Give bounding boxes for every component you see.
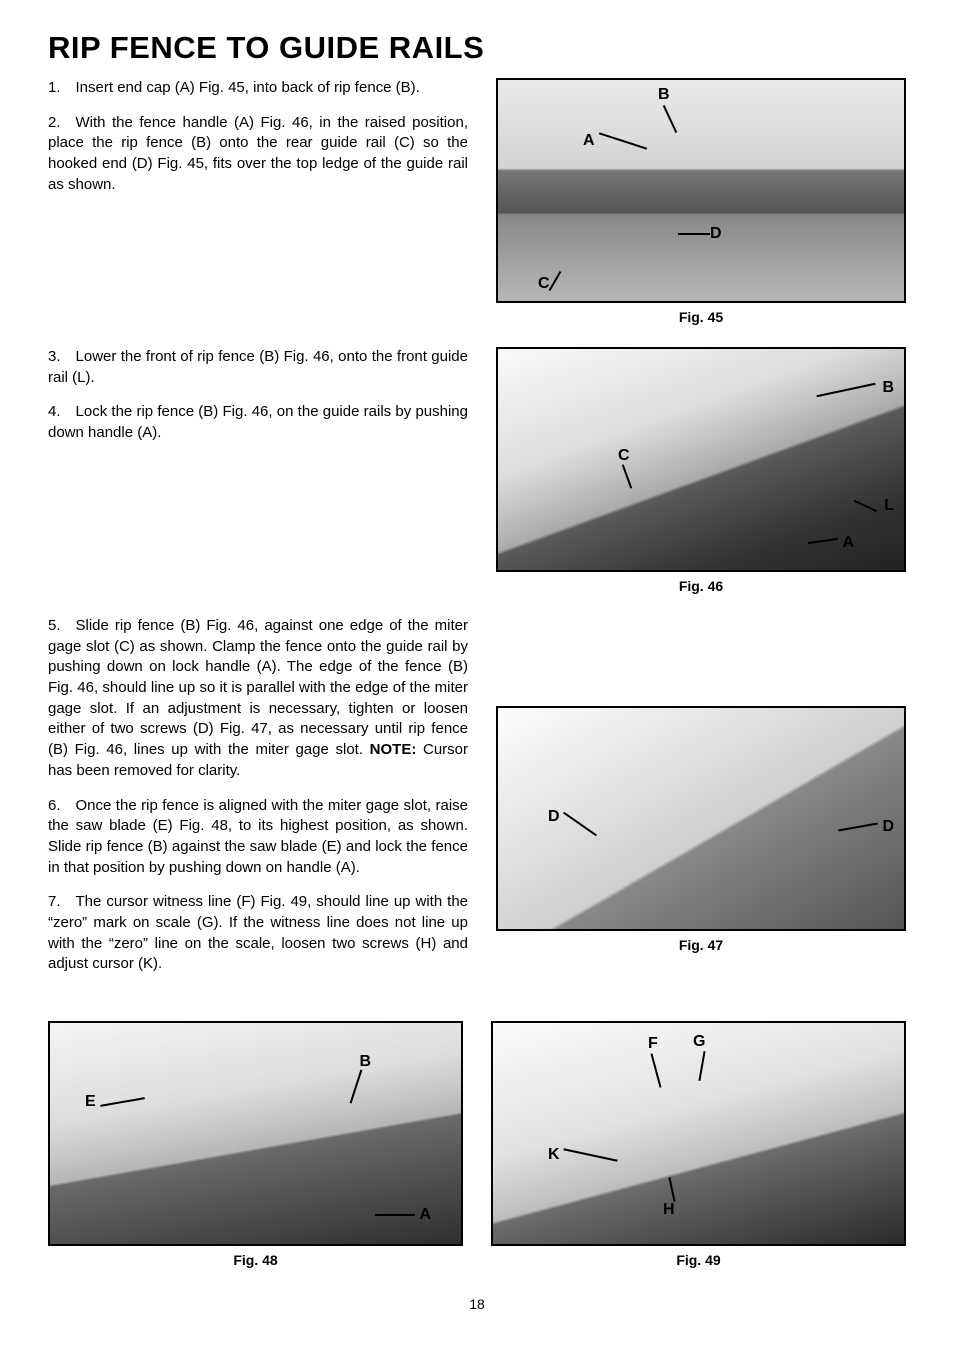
figure-45: B A D C <box>496 78 906 303</box>
figure-47-caption: Fig. 47 <box>679 937 723 953</box>
fig45-lead-d <box>678 233 710 235</box>
figure-49: F G K H <box>491 1021 906 1246</box>
fig46-label-a: A <box>842 534 854 552</box>
row-2: 3. Lower the front of rip fence (B) Fig.… <box>48 347 906 594</box>
step-6: 6. Once the rip fence is aligned with th… <box>48 796 468 879</box>
fig47-lead-d2 <box>838 823 878 832</box>
fig46-lead-a <box>808 538 838 544</box>
fig46-label-b: B <box>882 379 894 397</box>
figure-49-caption: Fig. 49 <box>676 1252 720 1268</box>
content: 1. Insert end cap (A) Fig. 45, into back… <box>48 78 906 1312</box>
fig49-lead-k <box>563 1148 617 1161</box>
fig49-label-g: G <box>693 1033 705 1051</box>
figure-49-col: F G K H Fig. 49 <box>491 1021 906 1268</box>
step-5: 5. Slide rip fence (B) Fig. 46, against … <box>48 616 468 782</box>
figure-45-col: B A D C Fig. 45 <box>496 78 906 325</box>
step-5-pre: 5. Slide rip fence (B) Fig. 46, against … <box>48 617 468 758</box>
step-2: 2. With the fence handle (A) Fig. 46, in… <box>48 113 468 196</box>
figure-46-caption: Fig. 46 <box>679 578 723 594</box>
fig47-label-d2: D <box>882 818 894 836</box>
fig45-lead-c <box>549 271 562 291</box>
fig45-label-b: B <box>658 86 670 104</box>
fig47-lead-d1 <box>563 812 597 837</box>
text-col-1: 1. Insert end cap (A) Fig. 45, into back… <box>48 78 468 209</box>
row-3: 5. Slide rip fence (B) Fig. 46, against … <box>48 616 906 989</box>
row-1: 1. Insert end cap (A) Fig. 45, into back… <box>48 78 906 325</box>
step-4: 4. Lock the rip fence (B) Fig. 46, on th… <box>48 402 468 443</box>
fig45-label-c: C <box>538 275 550 293</box>
page-number: 18 <box>48 1296 906 1312</box>
fig49-lead-f <box>651 1053 662 1087</box>
fig49-label-f: F <box>648 1035 658 1053</box>
figure-46: B C L A <box>496 347 906 572</box>
fig45-label-a: A <box>583 132 595 150</box>
fig48-label-a: A <box>419 1206 431 1224</box>
fig49-label-k: K <box>548 1146 560 1164</box>
figure-48-caption: Fig. 48 <box>233 1252 277 1268</box>
text-col-3: 5. Slide rip fence (B) Fig. 46, against … <box>48 616 468 989</box>
text-col-2: 3. Lower the front of rip fence (B) Fig.… <box>48 347 468 458</box>
page-title: RIP FENCE TO GUIDE RAILS <box>48 30 906 66</box>
figure-48: B E A <box>48 1021 463 1246</box>
fig48-lead-e <box>100 1097 145 1107</box>
figure-45-caption: Fig. 45 <box>679 309 723 325</box>
fig49-lead-g <box>698 1051 705 1081</box>
fig48-label-e: E <box>85 1093 96 1111</box>
fig46-lead-l <box>854 500 878 512</box>
fig49-lead-h <box>668 1177 675 1202</box>
figure-47: D D <box>496 706 906 931</box>
fig46-label-c: C <box>618 447 630 465</box>
fig46-lead-b <box>816 383 875 397</box>
figure-46-col: B C L A Fig. 46 <box>496 347 906 594</box>
fig45-lead-a <box>599 132 647 149</box>
fig46-label-l: L <box>884 497 894 515</box>
step-3: 3. Lower the front of rip fence (B) Fig.… <box>48 347 468 388</box>
fig48-lead-b <box>350 1070 363 1104</box>
figure-47-col: D D Fig. 47 <box>496 616 906 953</box>
fig45-lead-b <box>663 105 677 133</box>
fig48-lead-a <box>375 1214 415 1216</box>
fig46-lead-c <box>622 464 632 488</box>
step-7: 7. The cursor witness line (F) Fig. 49, … <box>48 892 468 975</box>
step-1: 1. Insert end cap (A) Fig. 45, into back… <box>48 78 468 99</box>
fig47-label-d1: D <box>548 808 560 826</box>
step-5-note: NOTE: <box>370 741 417 758</box>
fig49-label-h: H <box>663 1201 675 1219</box>
fig45-label-d: D <box>710 225 722 243</box>
fig48-label-b: B <box>359 1053 371 1071</box>
figure-48-col: B E A Fig. 48 <box>48 1021 463 1268</box>
bottom-figure-row: B E A Fig. 48 F G K H Fig. 49 <box>48 1021 906 1268</box>
